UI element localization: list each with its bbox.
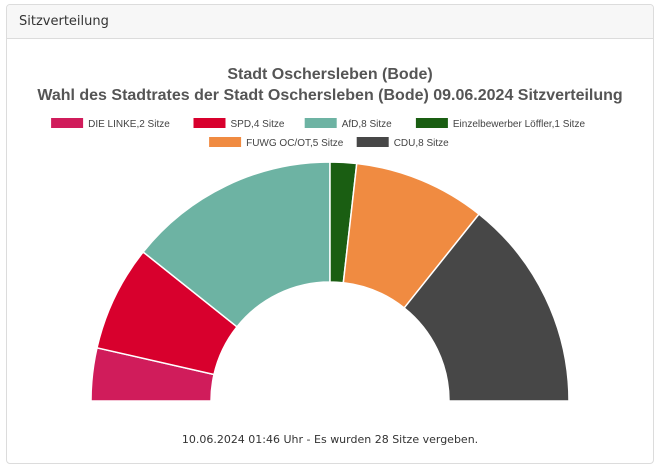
chart-legend: DIE LINKE,2 Sitze SPD,4 Sitze AfD,8 Sitze E… [51,118,585,149]
legend-item-einzelbewerber-l-ffler[interactable]: Einzelbewerber Löffler,1 Sitze [415,118,586,130]
legend-swatch [209,137,242,147]
legend-label: CDU,8 Sitze [394,138,449,149]
legend-item-cdu[interactable]: CDU,8 Sitze [356,137,449,149]
chart-slices [90,161,570,402]
seat-distribution-chart: Stadt Oschersleben (Bode) Wahl des Stadt… [37,66,623,402]
legend-label: AfD,8 Sitze [342,119,392,130]
legend-swatch [193,118,226,128]
card-header: Sitzverteilung [7,5,653,39]
legend-swatch [356,137,389,147]
legend-swatch [415,118,448,128]
legend-swatch [51,118,84,128]
legend-label: DIE LINKE,2 Sitze [88,119,170,130]
legend-label: Einzelbewerber Löffler,1 Sitze [453,119,586,130]
legend-swatch [304,118,337,128]
slice-cdu[interactable] [403,213,570,402]
legend-item-fuwg-oc-ot[interactable]: FUWG OC/OT,5 Sitze [209,137,344,149]
chart-title: Stadt Oschersleben (Bode) [227,66,432,83]
legend-item-spd[interactable]: SPD,4 Sitze [193,118,285,130]
seat-distribution-card: Sitzverteilung Stadt Oschersleben (Bode)… [6,4,654,464]
legend-item-afd[interactable]: AfD,8 Sitze [304,118,392,130]
legend-label: FUWG OC/OT,5 Sitze [246,138,344,149]
legend-item-die-linke[interactable]: DIE LINKE,2 Sitze [51,118,170,130]
slice-afd[interactable] [142,161,331,328]
chart-subtitle: Wahl des Stadtrates der Stadt Oschersleb… [37,87,622,104]
legend-label: SPD,4 Sitze [231,119,285,130]
seat-count-note: 10.06.2024 01:46 Uhr - Es wurden 28 Sitz… [181,433,479,446]
